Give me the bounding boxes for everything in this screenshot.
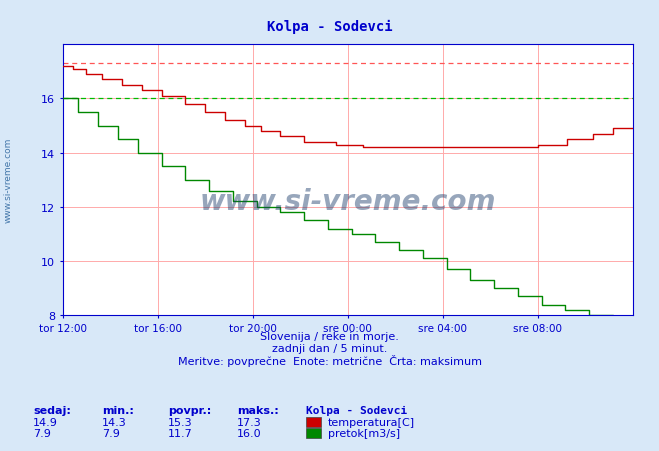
Text: 7.9: 7.9	[102, 428, 120, 438]
Text: Meritve: povprečne  Enote: metrične  Črta: maksimum: Meritve: povprečne Enote: metrične Črta:…	[177, 354, 482, 366]
Text: pretok[m3/s]: pretok[m3/s]	[328, 428, 399, 438]
Text: Kolpa - Sodevci: Kolpa - Sodevci	[267, 20, 392, 34]
Text: temperatura[C]: temperatura[C]	[328, 417, 415, 427]
Text: 7.9: 7.9	[33, 428, 51, 438]
Text: 14.9: 14.9	[33, 417, 58, 427]
Text: 17.3: 17.3	[237, 417, 262, 427]
Text: povpr.:: povpr.:	[168, 405, 212, 414]
Text: 14.3: 14.3	[102, 417, 127, 427]
Text: www.si-vreme.com: www.si-vreme.com	[3, 138, 13, 223]
Text: maks.:: maks.:	[237, 405, 279, 414]
Text: Kolpa - Sodevci: Kolpa - Sodevci	[306, 405, 408, 414]
Text: 15.3: 15.3	[168, 417, 192, 427]
Text: min.:: min.:	[102, 405, 134, 414]
Text: 16.0: 16.0	[237, 428, 262, 438]
Text: sedaj:: sedaj:	[33, 405, 71, 414]
Text: 11.7: 11.7	[168, 428, 193, 438]
Text: zadnji dan / 5 minut.: zadnji dan / 5 minut.	[272, 343, 387, 353]
Text: www.si-vreme.com: www.si-vreme.com	[200, 188, 496, 216]
Text: Slovenija / reke in morje.: Slovenija / reke in morje.	[260, 331, 399, 341]
